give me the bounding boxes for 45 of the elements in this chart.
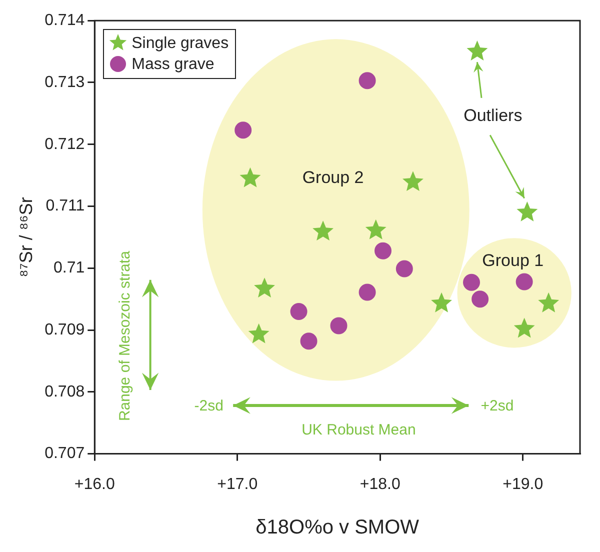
annotation: -2sd [194,397,224,414]
annotation: +2sd [480,397,514,414]
legend-label: Mass grave [132,54,214,75]
point [514,318,535,338]
point [290,302,308,320]
point [248,323,270,344]
point [312,220,334,241]
point [402,171,424,192]
point [516,201,538,222]
y-tick-label: 0.712 [44,136,85,153]
point [374,242,392,260]
legend-label: Single graves [132,34,229,54]
y-tick-label: 0.707 [44,445,85,462]
point [463,274,480,291]
point [358,284,376,301]
point [466,40,488,60]
annotation: Group 1 [482,251,544,272]
point [472,290,489,308]
point [516,273,533,290]
point [240,167,261,188]
point [396,260,413,278]
annotation: Group 2 [302,168,364,188]
y-axis-title: ⁸⁷Sr / ⁸⁶Sr [16,197,36,278]
point [300,332,318,350]
x-tick-label: +16.0 [74,476,115,493]
x-tick-label: +17.0 [217,476,258,493]
point [431,292,452,312]
annotation: Outliers [464,106,522,126]
x-axis-title: δ18O%o v SMOW [256,516,420,539]
y-tick-label: 0.713 [44,74,85,91]
y-tick-label: 0.71 [54,260,85,277]
y-tick-label: 0.714 [44,12,85,30]
annotation: UK Robust Mean [302,421,416,438]
y-tick-label: 0.711 [46,198,85,215]
x-tick-label: +18.0 [360,476,400,493]
y-tick-label: 0.709 [44,321,85,338]
point [538,292,560,312]
annotation: Range of Mesozoic strata [116,250,134,421]
x-tick-label: +19.0 [502,476,544,493]
point [330,317,348,334]
point [358,72,376,90]
point [254,278,275,298]
y-tick-label: 0.708 [44,383,85,400]
point [365,219,386,240]
point [234,122,252,139]
